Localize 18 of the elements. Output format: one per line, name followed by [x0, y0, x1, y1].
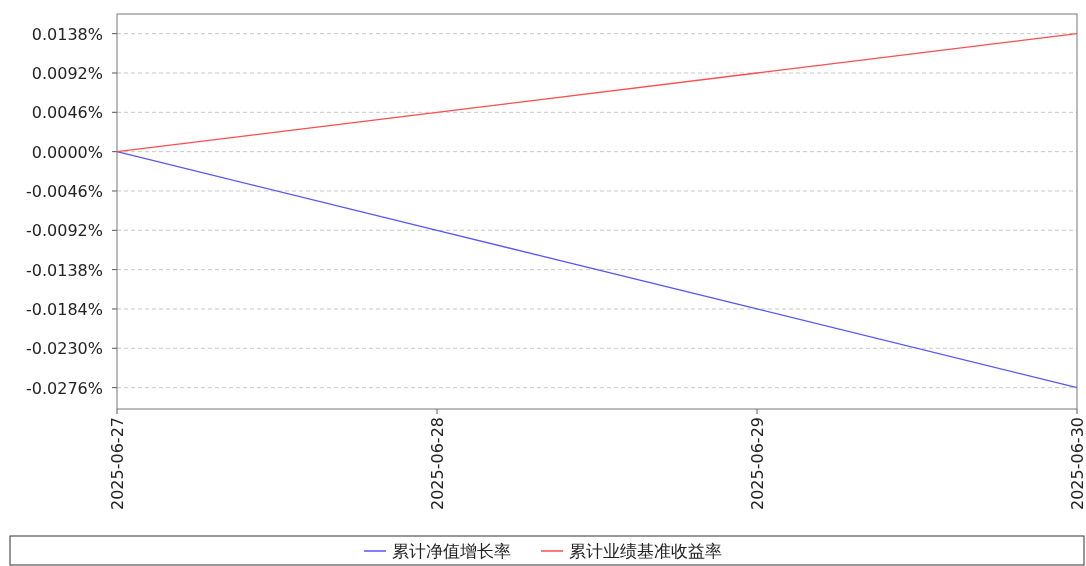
line-series: [116, 33, 1078, 153]
y-tick-label: 0.0138%: [31, 24, 103, 44]
line-series: [116, 151, 1078, 389]
y-tick-label: -0.0230%: [26, 339, 103, 359]
x-tick-label: 2025-06-29: [748, 417, 767, 510]
legend-label: 累计业绩基准收益率: [569, 541, 722, 561]
y-tick-label: -0.0276%: [26, 378, 103, 398]
y-tick-label: 0.0092%: [31, 63, 103, 83]
x-tick-label: 2025-06-28: [428, 417, 447, 510]
y-tick-label: -0.0138%: [26, 260, 103, 280]
y-tick-label: -0.0092%: [26, 221, 103, 241]
y-tick-label: -0.0184%: [26, 299, 103, 319]
y-tick-label: -0.0046%: [26, 181, 103, 201]
y-tick-label: 0.0000%: [31, 142, 103, 162]
x-tick-label: 2025-06-30: [1068, 417, 1086, 510]
x-tick-label: 2025-06-27: [108, 417, 127, 510]
y-tick-label: 0.0046%: [31, 103, 103, 123]
legend-label: 累计净值增长率: [392, 541, 511, 561]
